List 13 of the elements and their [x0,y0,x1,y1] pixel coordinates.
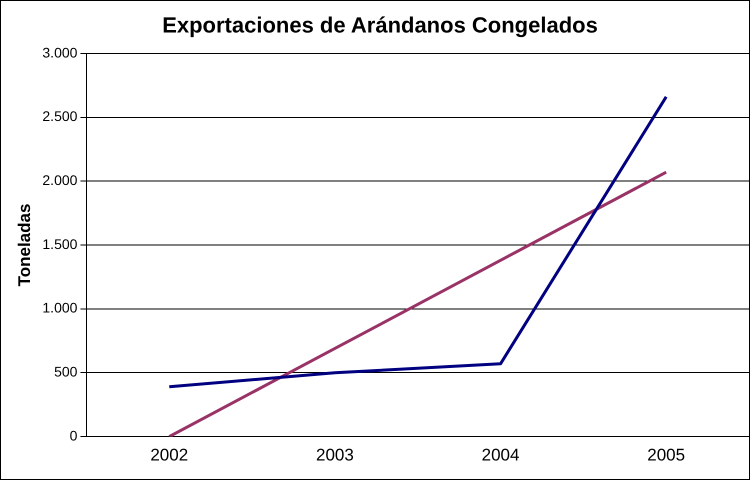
y-axis-title: Toneladas [14,204,34,286]
y-tick-label: 3.000 [42,44,78,60]
y-tick-label: 1.500 [42,236,78,252]
y-tick-label: 2.500 [42,108,78,124]
y-tick-label: 1.000 [42,300,78,316]
y-tick-label: 500 [54,364,78,380]
x-tick-label: 2003 [316,445,354,464]
y-tick-label: 2.000 [42,172,78,188]
x-tick-label: 2004 [482,445,520,464]
y-tick-label: 0 [70,427,78,444]
chart-title: Exportaciones de Arándanos Congelados [162,12,598,38]
x-tick-label: 2005 [647,445,686,464]
x-tick-label: 2002 [150,445,188,464]
